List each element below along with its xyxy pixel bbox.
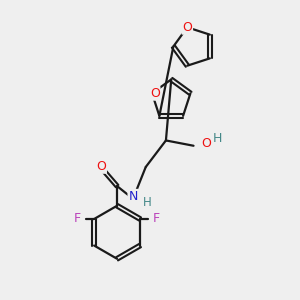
Text: H: H bbox=[213, 132, 223, 146]
Text: N: N bbox=[128, 190, 138, 203]
Text: F: F bbox=[74, 212, 81, 226]
Text: O: O bbox=[182, 21, 192, 34]
Text: O: O bbox=[150, 87, 160, 100]
Text: H: H bbox=[143, 196, 152, 208]
Text: O: O bbox=[201, 136, 211, 150]
Text: F: F bbox=[153, 212, 160, 226]
Text: O: O bbox=[96, 160, 106, 173]
